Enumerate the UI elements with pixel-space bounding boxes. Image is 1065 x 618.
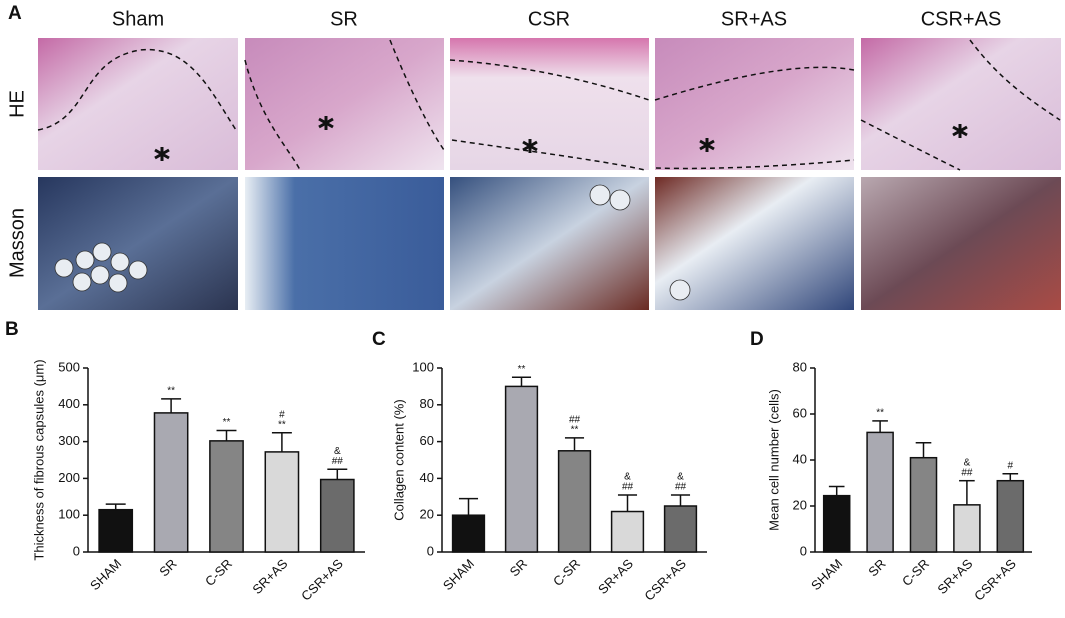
significance-mark: ## <box>332 456 344 467</box>
he-image <box>450 38 649 170</box>
y-tick-label: 0 <box>427 543 434 558</box>
significance-mark: ** <box>876 408 884 419</box>
capsule-outline <box>37 39 1061 171</box>
bar <box>663 505 698 553</box>
y-axis-label: Thickness of fibrous capsules (μm) <box>31 359 46 560</box>
bar <box>209 440 244 553</box>
x-tick-label: CSR+AS <box>971 556 1019 604</box>
x-tick-label: SHAM <box>808 556 845 593</box>
masson-image <box>861 177 1061 310</box>
bar <box>866 431 894 553</box>
significance-mark: ** <box>571 425 579 436</box>
he-image <box>655 38 854 170</box>
he-image <box>245 38 444 170</box>
y-tick-label: 100 <box>58 507 80 522</box>
bar <box>264 451 300 553</box>
x-tick-label: SR <box>156 556 179 579</box>
significance-mark: ** <box>223 417 231 428</box>
y-tick-label: 60 <box>793 405 807 420</box>
x-tick-label: C-SR <box>899 556 932 589</box>
y-tick-label: 40 <box>420 470 434 485</box>
significance-mark: # <box>279 409 285 420</box>
x-tick-label: SR+AS <box>249 556 290 597</box>
x-tick-label: SHAM <box>87 556 124 593</box>
column-label: SR <box>330 8 358 30</box>
bar <box>504 385 539 553</box>
significance-mark: & <box>677 472 684 483</box>
x-tick-label: CSR+AS <box>298 556 346 604</box>
significance-mark: ** <box>278 419 286 430</box>
significance-mark: ** <box>167 386 175 397</box>
bar <box>996 479 1025 553</box>
panel-label: A <box>8 3 22 24</box>
x-tick-label: CSR+AS <box>641 556 689 604</box>
column-label: Sham <box>112 8 164 30</box>
bar <box>822 494 851 553</box>
x-tick-label: SHAM <box>440 556 477 593</box>
row-label: HE <box>6 90 28 118</box>
x-tick-label: C-SR <box>550 556 583 589</box>
significance-mark: ** <box>518 364 526 375</box>
y-tick-label: 0 <box>800 543 807 558</box>
row-label: Masson <box>6 208 28 278</box>
he-image <box>38 38 238 170</box>
y-tick-label: 80 <box>420 396 434 411</box>
y-tick-label: 100 <box>412 359 434 374</box>
significance-mark: ## <box>675 482 687 493</box>
significance-mark: ## <box>622 482 634 493</box>
masson-image <box>245 177 444 310</box>
panel-label: B <box>5 319 19 340</box>
bar <box>610 510 645 553</box>
y-tick-label: 40 <box>793 451 807 466</box>
y-tick-label: 500 <box>58 359 80 374</box>
asterisk-markers <box>154 116 968 161</box>
significance-mark: & <box>964 457 971 468</box>
column-label: SR+AS <box>721 8 787 30</box>
significance-mark: ## <box>961 467 973 478</box>
y-tick-label: 300 <box>58 433 80 448</box>
x-tick-label: SR <box>865 556 888 579</box>
panel-label: D <box>750 329 764 350</box>
masson-image <box>38 177 238 310</box>
x-tick-label: SR+AS <box>934 556 975 597</box>
y-tick-label: 60 <box>420 433 434 448</box>
bar <box>153 412 189 553</box>
x-tick-label: SR <box>507 556 530 579</box>
column-label: CSR <box>528 8 570 30</box>
bar <box>98 508 134 553</box>
histology-images <box>37 38 1061 310</box>
y-tick-label: 400 <box>58 396 80 411</box>
significance-mark: & <box>334 446 341 457</box>
x-tick-label: SR+AS <box>595 556 636 597</box>
y-axis-label: Mean cell number (cells) <box>766 389 781 531</box>
y-tick-label: 0 <box>73 543 80 558</box>
y-axis-label: Collagen content (%) <box>391 399 406 520</box>
bar <box>909 456 938 553</box>
bar <box>451 514 486 553</box>
y-tick-label: 20 <box>793 497 807 512</box>
x-tick-label: C-SR <box>202 556 235 589</box>
he-image <box>861 38 1061 170</box>
significance-mark: # <box>1008 460 1014 471</box>
panel-label: C <box>372 329 386 350</box>
adipocytes <box>54 184 691 301</box>
y-tick-label: 200 <box>58 470 80 485</box>
significance-mark: ## <box>569 415 581 426</box>
y-tick-label: 20 <box>420 507 434 522</box>
y-tick-label: 80 <box>793 359 807 374</box>
bar <box>953 504 981 553</box>
column-label: CSR+AS <box>921 8 1002 30</box>
bar <box>557 450 592 553</box>
bar <box>319 478 355 553</box>
significance-mark: & <box>624 472 631 483</box>
